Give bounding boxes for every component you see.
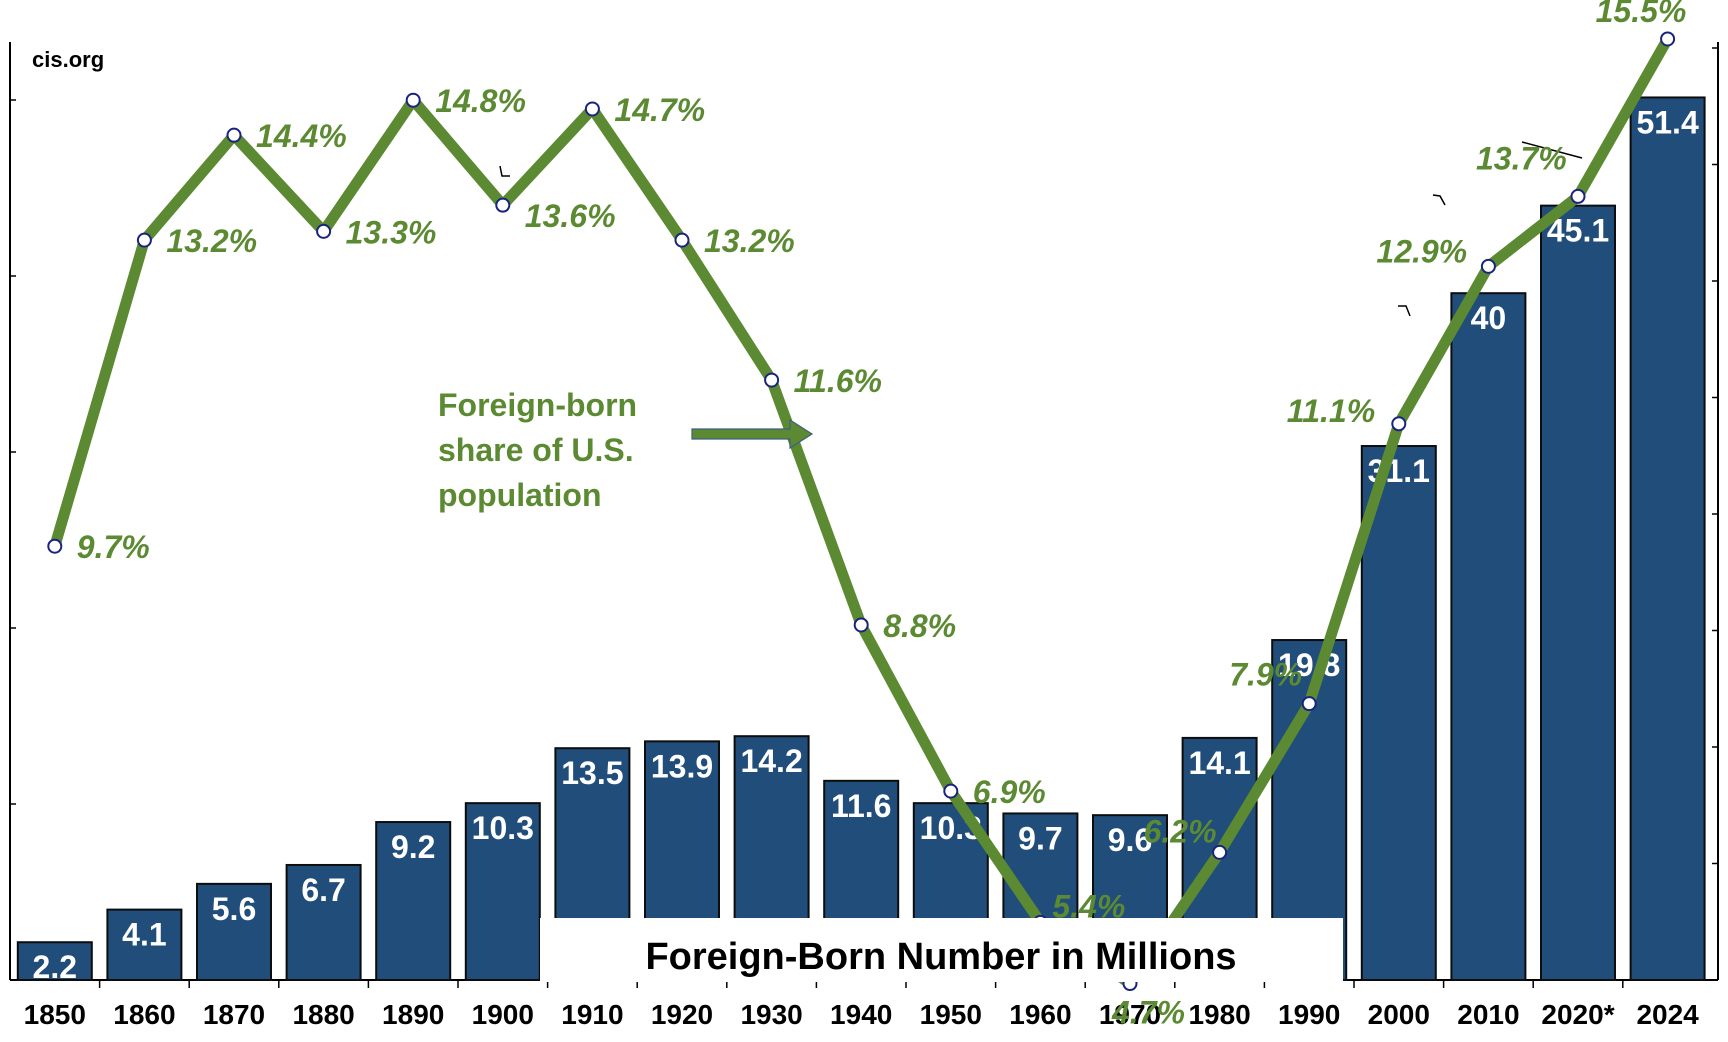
share-marker xyxy=(136,232,152,248)
line-series-label: share of U.S. xyxy=(438,432,634,468)
bar-value-label: 9.7 xyxy=(1018,820,1062,856)
bar-value-label: 9.2 xyxy=(391,829,435,865)
x-tick-label: 2020* xyxy=(1541,999,1614,1030)
share-value-label: 13.3% xyxy=(346,214,437,250)
x-tick-label: 1930 xyxy=(740,999,802,1030)
share-marker xyxy=(495,197,511,213)
share-marker xyxy=(1212,844,1228,860)
leader-line xyxy=(1432,194,1446,206)
share-value-label: 13.6% xyxy=(525,198,616,234)
share-marker xyxy=(584,101,600,117)
bar-value-label: 14.1 xyxy=(1188,745,1250,781)
bar-1880 xyxy=(285,863,362,981)
bar-value-label: 6.7 xyxy=(301,872,345,908)
x-tick-label: 1970 xyxy=(1099,999,1161,1030)
share-marker xyxy=(405,92,421,108)
x-tick-label: 1990 xyxy=(1278,999,1340,1030)
x-tick-label: 1910 xyxy=(561,999,623,1030)
bar-1890 xyxy=(375,821,452,982)
share-value-label: 13.2% xyxy=(166,223,257,259)
bar-value-label: 5.6 xyxy=(212,891,256,927)
x-tick-label: 1890 xyxy=(382,999,444,1030)
share-marker xyxy=(1480,258,1496,274)
share-value-label: 11.6% xyxy=(794,363,882,399)
share-value-label: 12.9% xyxy=(1376,233,1467,269)
bar-value-label: 51.4 xyxy=(1636,104,1698,140)
bar-value-label: 40 xyxy=(1471,300,1507,336)
bar-1870 xyxy=(196,882,272,982)
share-marker xyxy=(674,232,690,248)
x-tick-label: 1880 xyxy=(292,999,354,1030)
x-tick-label: 2010 xyxy=(1457,999,1519,1030)
x-tick-label: 1980 xyxy=(1188,999,1250,1030)
x-tick-label: 1950 xyxy=(920,999,982,1030)
source-label: cis.org xyxy=(32,47,104,72)
share-marker xyxy=(764,372,780,388)
bar-value-label: 10.3 xyxy=(472,810,534,846)
bar-value-label: 9.6 xyxy=(1108,822,1152,858)
line-series: 9.7% 13.2% 14.4% 13.3% 14.8% 13.6% 14.7% 13.2% 1… xyxy=(47,0,1687,1031)
bar-value-label: 14.2 xyxy=(740,743,802,779)
share-value-label: 13.2% xyxy=(704,223,795,259)
line-series-annotation: Foreign-born share of U.S. population xyxy=(438,387,637,513)
share-value-label: 14.7% xyxy=(614,92,705,128)
x-tick-label: 2000 xyxy=(1368,999,1430,1030)
share-marker xyxy=(1570,188,1586,204)
x-tick-label: 2024 xyxy=(1636,999,1699,1030)
bar-value-label: 2.2 xyxy=(33,949,77,985)
bar-value-label: 13.5 xyxy=(561,755,623,791)
share-value-label: 6.2% xyxy=(1144,813,1217,849)
share-marker xyxy=(853,617,869,633)
bar-value-label: 13.9 xyxy=(651,748,713,784)
share-value-label: 14.4% xyxy=(256,118,347,154)
bar-value-label: 4.1 xyxy=(122,917,166,953)
bar-2020* xyxy=(1540,204,1616,981)
bar-2000 xyxy=(1360,445,1437,981)
x-tick-label: 1960 xyxy=(1009,999,1071,1030)
annotations: cis.org Foreign-born share of U.S. populat… xyxy=(32,47,1343,982)
x-tick-label: 1870 xyxy=(203,999,265,1030)
share-value-label: 8.8% xyxy=(883,608,956,644)
share-marker xyxy=(316,223,332,239)
share-value-label: 7.9% xyxy=(1229,657,1302,693)
share-value-label: 14.8% xyxy=(435,83,526,119)
bar-2024 xyxy=(1629,96,1706,982)
x-tick-label: 1920 xyxy=(651,999,713,1030)
bar-1850 xyxy=(16,941,93,982)
x-tick-label: 1850 xyxy=(24,999,86,1030)
bar-label-banner xyxy=(540,918,1343,982)
share-value-label: 4.7% xyxy=(1111,995,1185,1031)
share-marker xyxy=(1301,696,1317,712)
share-value-label: 11.1% xyxy=(1287,393,1375,429)
x-tick-label: 1940 xyxy=(830,999,892,1030)
share-value-label: 13.7% xyxy=(1476,140,1567,176)
arrow-icon xyxy=(691,418,814,450)
share-marker xyxy=(47,538,63,554)
share-marker xyxy=(226,127,242,143)
line-series-label: population xyxy=(438,477,602,513)
bar-series-label: Foreign-Born Number in Millions xyxy=(645,936,1236,978)
share-value-label: 9.7% xyxy=(77,529,150,565)
share-marker xyxy=(1660,31,1676,47)
line-series-label: Foreign-born xyxy=(438,387,637,423)
bar-value-label: 11.6 xyxy=(831,788,892,824)
share-value-label: 15.5% xyxy=(1596,0,1687,29)
share-marker xyxy=(943,783,959,799)
x-tick-label: 1900 xyxy=(472,999,534,1030)
leader-line xyxy=(499,165,510,177)
bar-1860 xyxy=(106,908,183,982)
share-value-label: 6.9% xyxy=(973,774,1046,810)
leader-line xyxy=(1521,141,1583,159)
share-marker xyxy=(1391,416,1407,432)
bar-2010 xyxy=(1450,292,1527,981)
x-tick-label: 1860 xyxy=(113,999,175,1030)
leader-line xyxy=(1398,305,1411,317)
bar-1900 xyxy=(464,802,541,981)
